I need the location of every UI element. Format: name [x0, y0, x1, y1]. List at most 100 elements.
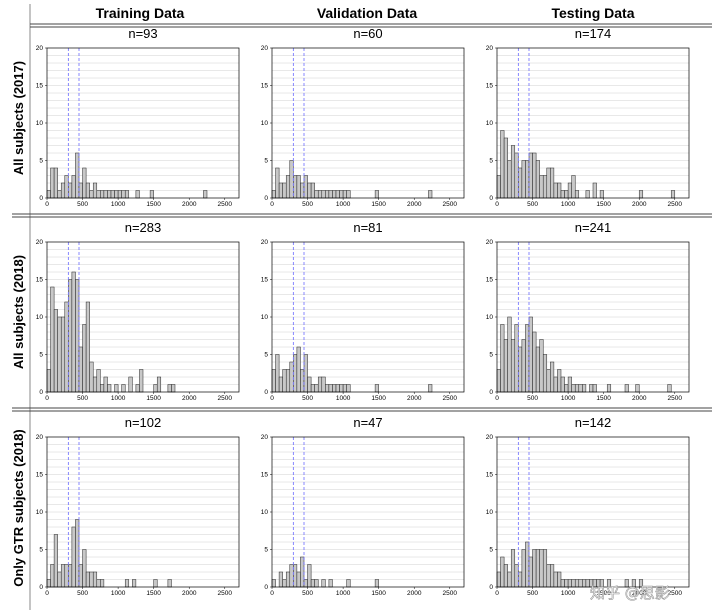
- histogram-bar: [574, 190, 580, 199]
- y-tick-label: 0: [264, 584, 268, 591]
- x-tick-label: 0: [270, 590, 274, 597]
- x-tick-label: 1000: [111, 590, 126, 597]
- histogram-bar: [75, 279, 80, 393]
- histogram-bar: [510, 339, 516, 393]
- y-tick-label: 10: [486, 314, 494, 321]
- panel-sample-size: n=241: [575, 220, 612, 235]
- x-tick-label: 2500: [443, 395, 458, 402]
- y-tick-label: 15: [36, 83, 44, 90]
- histogram-bar: [100, 384, 105, 393]
- histogram-bar: [546, 167, 551, 199]
- histogram-bar: [46, 579, 51, 588]
- y-tick-label: 20: [486, 434, 494, 441]
- histogram-bar: [271, 369, 276, 393]
- histogram-bar: [153, 384, 158, 393]
- x-tick-label: 1000: [336, 590, 351, 597]
- x-tick-label: 2500: [218, 395, 233, 402]
- histogram-panel: n=283 0 500 1000 1500 2000 2500 0 5 10 15 20: [36, 220, 240, 402]
- histogram-bar: [85, 182, 90, 199]
- histogram-bar: [296, 346, 301, 393]
- histogram-bar: [328, 384, 333, 393]
- histogram-bar: [542, 175, 548, 199]
- histogram-bar: [282, 579, 287, 588]
- y-tick-label: 0: [264, 389, 268, 396]
- x-tick-label: 1000: [336, 201, 351, 208]
- histogram-bar: [317, 190, 323, 199]
- row-header-2017: All subjects (2017): [11, 61, 26, 175]
- histogram-bar: [278, 571, 283, 588]
- histogram-bar: [564, 384, 569, 393]
- y-tick-label: 5: [489, 547, 493, 554]
- histogram-bar: [89, 190, 94, 199]
- x-tick-label: 2500: [668, 590, 683, 597]
- y-tick-label: 15: [486, 472, 494, 479]
- panel-sample-size: n=47: [353, 415, 382, 430]
- x-tick-label: 1000: [111, 201, 126, 208]
- histogram-bar: [203, 190, 208, 199]
- y-tick-label: 5: [39, 547, 43, 554]
- histogram-bar: [560, 579, 565, 588]
- histogram-bar: [53, 534, 58, 588]
- histogram-bar: [85, 301, 90, 393]
- histogram-bar: [71, 526, 76, 588]
- y-tick-label: 20: [261, 239, 269, 246]
- histogram-bar: [60, 564, 66, 588]
- x-tick-label: 1000: [561, 590, 576, 597]
- histogram-bar: [68, 279, 73, 393]
- histogram-panel: n=174 0 500 1000 1500 2000 2500 0 5 10 15 20: [486, 26, 690, 208]
- x-tick-label: 2000: [407, 395, 422, 402]
- histogram-bar: [525, 160, 530, 199]
- y-tick-label: 5: [39, 158, 43, 165]
- x-tick-label: 1000: [561, 395, 576, 402]
- histogram-panel: n=93 0 500 1000 1500 2000 2500 0 5 10 15 20: [36, 26, 240, 208]
- x-tick-label: 2000: [182, 395, 197, 402]
- histogram-bar: [518, 571, 523, 588]
- histogram-bar: [585, 579, 590, 588]
- histogram-bar: [670, 190, 676, 199]
- histogram-bar: [578, 384, 583, 393]
- histogram-bar: [635, 384, 640, 393]
- x-tick-label: 2000: [407, 590, 422, 597]
- histogram-bar: [539, 175, 544, 199]
- x-tick-label: 2500: [443, 590, 458, 597]
- histogram-bar: [117, 190, 122, 199]
- histogram-bar: [153, 579, 158, 588]
- y-tick-label: 0: [39, 389, 43, 396]
- histogram-bar: [374, 190, 379, 199]
- histogram-bar: [303, 175, 308, 199]
- x-tick-label: 0: [45, 201, 49, 208]
- histogram-panel: n=60 0 500 1000 1500 2000 2500 0 5 10 15 20: [261, 26, 465, 208]
- histogram-bar: [53, 167, 58, 199]
- histogram-bar: [310, 579, 315, 588]
- histogram-bar: [307, 564, 312, 588]
- histogram-bar: [560, 376, 565, 393]
- panel-sample-size: n=283: [125, 220, 162, 235]
- x-tick-label: 0: [495, 201, 499, 208]
- row-header-2018: All subjects (2018): [11, 255, 26, 369]
- histogram-bar: [582, 384, 587, 393]
- histogram-bar: [542, 549, 548, 588]
- x-tick-label: 2000: [407, 201, 422, 208]
- histogram-bar: [296, 175, 301, 199]
- x-tick-label: 500: [77, 395, 88, 402]
- histogram-bar: [96, 369, 101, 393]
- x-tick-label: 500: [302, 395, 313, 402]
- x-tick-label: 1500: [371, 395, 386, 402]
- row-header-gtr-2018: Only GTR subjects (2018): [11, 429, 26, 587]
- histogram-bar: [68, 182, 73, 199]
- histogram-bar: [507, 160, 512, 199]
- y-tick-label: 5: [264, 547, 268, 554]
- histogram-bar: [149, 190, 154, 199]
- histogram-bar: [53, 309, 58, 393]
- histogram-bar: [599, 190, 604, 199]
- histogram-bar: [521, 339, 526, 393]
- histogram-bar: [114, 384, 119, 393]
- histogram-bar: [82, 549, 87, 588]
- histogram-bar: [567, 579, 572, 588]
- x-tick-label: 2000: [632, 201, 647, 208]
- y-tick-label: 15: [261, 472, 269, 479]
- y-tick-label: 0: [264, 195, 268, 202]
- histogram-bar: [521, 160, 526, 199]
- histogram-bar: [57, 316, 62, 393]
- histogram-panel: n=102 0 500 1000 1500 2000 2500 0 5 10 15 20: [36, 415, 240, 597]
